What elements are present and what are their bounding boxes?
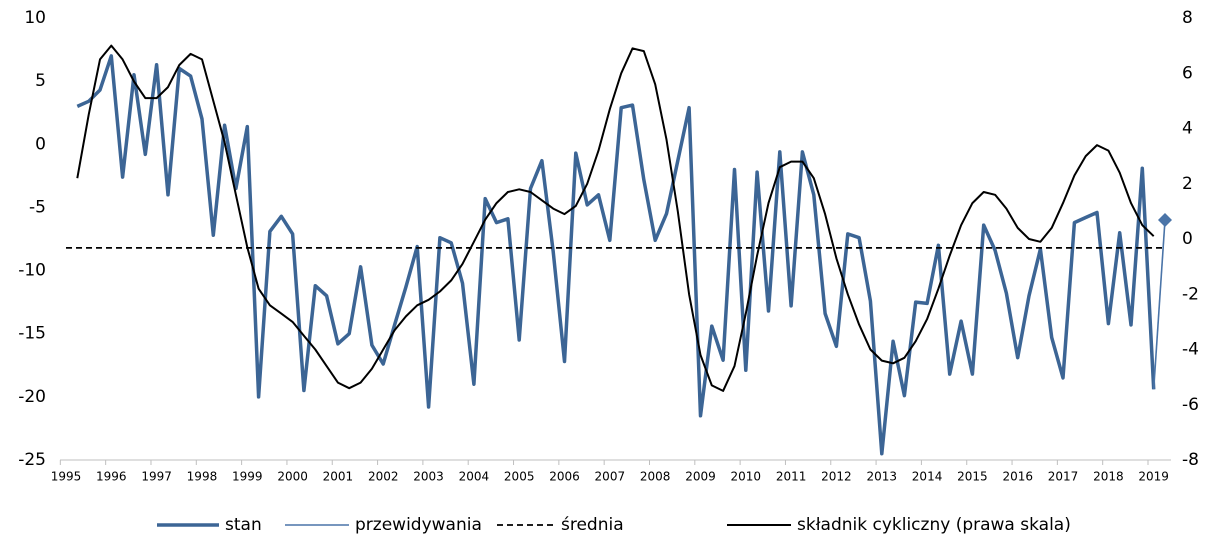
y-tick-label: -20 xyxy=(18,387,46,407)
y-tick-label: -15 xyxy=(18,324,46,344)
y2-tick-label: -4 xyxy=(1182,340,1199,360)
x-tick-label: 2002 xyxy=(368,470,399,484)
x-tick-label: 2012 xyxy=(821,470,852,484)
x-tick-label: 1998 xyxy=(187,470,218,484)
y2-tick-label: 6 xyxy=(1182,63,1193,83)
x-tick-label: 2011 xyxy=(776,470,807,484)
series-line xyxy=(1152,220,1166,390)
legend-label: średnia xyxy=(561,515,624,535)
series-line xyxy=(76,44,1155,392)
x-tick-label: 2005 xyxy=(504,470,535,484)
x-tick-label: 2009 xyxy=(685,470,716,484)
x-tick-label: 2013 xyxy=(866,470,897,484)
y2-tick-label: 8 xyxy=(1182,8,1193,28)
x-tick-label: 2014 xyxy=(912,470,943,484)
y2-tick-label: -8 xyxy=(1182,450,1199,470)
x-tick-label: 1996 xyxy=(96,470,127,484)
y-tick-label: -10 xyxy=(18,261,46,281)
legend-label: stan xyxy=(225,515,262,535)
diamond-marker xyxy=(1158,213,1172,228)
x-tick-label: 2004 xyxy=(459,470,490,484)
x-tick-label: 2006 xyxy=(549,470,580,484)
legend-label: przewidywania xyxy=(355,515,482,535)
x-tick-label: 1999 xyxy=(232,470,263,484)
y-tick-label: -5 xyxy=(29,197,46,217)
y2-tick-label: -6 xyxy=(1182,395,1199,415)
x-tick-label: 2019 xyxy=(1138,470,1169,484)
x-tick-label: 2008 xyxy=(640,470,671,484)
legend-label: składnik cykliczny (prawa skala) xyxy=(797,515,1071,535)
series-line xyxy=(76,54,1156,456)
y-tick-label: 0 xyxy=(35,134,46,154)
y2-tick-label: 2 xyxy=(1182,174,1193,194)
y-tick-label: -25 xyxy=(18,450,46,470)
x-tick-label: 2017 xyxy=(1048,470,1079,484)
y-tick-label: 10 xyxy=(24,8,46,28)
x-tick-label: 2007 xyxy=(595,470,626,484)
x-tick-label: 1997 xyxy=(141,470,172,484)
x-tick-label: 2010 xyxy=(731,470,762,484)
x-tick-label: 2018 xyxy=(1093,470,1124,484)
x-tick-label: 1995 xyxy=(51,470,82,484)
x-tick-label: 2000 xyxy=(277,470,308,484)
x-tick-label: 2001 xyxy=(323,470,354,484)
y2-tick-label: 4 xyxy=(1182,119,1193,139)
y-tick-label: 5 xyxy=(35,71,46,91)
y2-tick-label: 0 xyxy=(1182,229,1193,249)
y2-tick-label: -2 xyxy=(1182,284,1199,304)
x-tick-label: 2015 xyxy=(957,470,988,484)
x-tick-label: 2016 xyxy=(1002,470,1033,484)
x-tick-label: 2003 xyxy=(413,470,444,484)
